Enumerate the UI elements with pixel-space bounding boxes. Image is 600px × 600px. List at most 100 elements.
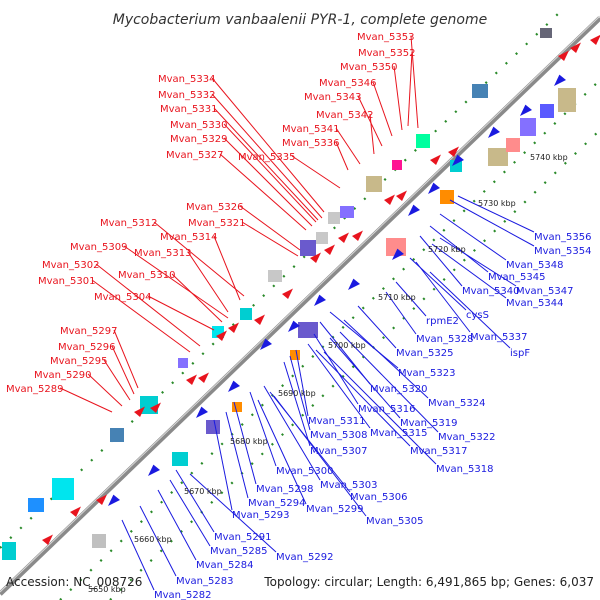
forward-leader-line <box>213 235 241 301</box>
forward-leader-line <box>59 387 113 413</box>
reverse-gene-label: Mvan_5319 <box>400 418 457 429</box>
reverse-leader-line <box>313 333 359 405</box>
reverse-leader-line <box>343 319 429 399</box>
reverse-gene-arrow <box>228 380 240 392</box>
forward-gene-arrow <box>70 506 81 517</box>
forward-leader-line <box>407 51 413 127</box>
forward-gene-label: Mvan_5289 <box>6 384 63 395</box>
reverse-gene-label: ispF <box>510 348 530 359</box>
feature-block <box>268 270 282 282</box>
reverse-gene-label: Mvan_5320 <box>370 384 427 395</box>
reverse-gene-arrow <box>554 74 566 86</box>
reverse-gene-label: Mvan_5347 <box>516 286 573 297</box>
feature-block <box>240 308 252 320</box>
feature-block <box>506 138 520 152</box>
forward-leader-line <box>291 155 341 189</box>
forward-gene-label: Mvan_5312 <box>100 218 157 229</box>
reverse-leader-line <box>289 355 311 431</box>
reverse-gene-arrow <box>392 248 404 260</box>
forward-leader-line <box>335 141 349 171</box>
forward-leader-line <box>219 153 307 231</box>
scale-tick-label: 5670 kbp <box>184 487 222 496</box>
feature-block <box>472 84 488 98</box>
reverse-leader-line <box>295 349 309 417</box>
reverse-leader-line <box>429 225 489 273</box>
forward-gene-label: Mvan_5321 <box>188 218 245 229</box>
forward-gene-label: Mvan_5301 <box>38 276 95 287</box>
reverse-leader-line <box>233 401 257 485</box>
forward-gene-label: Mvan_5343 <box>304 92 361 103</box>
reverse-gene-label: Mvan_5293 <box>232 510 289 521</box>
forward-gene-arrow <box>42 534 53 545</box>
ruler-dots-inner <box>109 129 600 600</box>
scale-tick-label: 5700 kbp <box>328 341 366 350</box>
reverse-leader-line <box>431 243 507 299</box>
reverse-gene-label: Mvan_5300 <box>276 466 333 477</box>
forward-gene-arrow <box>96 494 107 505</box>
forward-leader-line <box>241 221 299 257</box>
forward-gene-label: Mvan_5314 <box>160 232 217 243</box>
forward-leader-line <box>223 123 317 223</box>
gene-labels: Mvan_5353 Mvan_5352 Mvan_5350 Mvan_5346 Mvan… <box>6 32 591 600</box>
scale-tick-label: 5680 kbp <box>230 437 268 446</box>
scale-tick-label: 5660 kbp <box>134 535 172 544</box>
reverse-leader-line <box>329 337 401 419</box>
feature-block <box>520 118 536 136</box>
forward-gene-label: Mvan_5296 <box>58 342 115 353</box>
forward-gene-arrow <box>134 406 145 417</box>
feature-block <box>52 478 74 500</box>
forward-gene-arrow <box>150 402 161 413</box>
reverse-gene-label: Mvan_5299 <box>306 504 363 515</box>
reverse-leader-line <box>273 395 367 517</box>
reverse-gene-label: Mvan_5337 <box>470 332 527 343</box>
forward-leader-line <box>113 329 139 389</box>
forward-gene-arrow <box>228 322 239 333</box>
reverse-leader-line <box>225 411 249 499</box>
reverse-gene-arrow <box>408 204 420 216</box>
reverse-leader-line <box>213 419 233 511</box>
reverse-leader-line <box>283 361 311 447</box>
reverse-gene-label: Mvan_5306 <box>350 492 407 503</box>
reverse-gene-label: Mvan_5344 <box>506 298 563 309</box>
feature-block <box>2 542 16 560</box>
forward-gene-label: Mvan_5352 <box>358 48 415 59</box>
forward-gene-label: Mvan_5342 <box>316 110 373 121</box>
reverse-gene-label: Mvan_5294 <box>248 498 305 509</box>
reverse-leader-line <box>263 385 321 481</box>
feature-block <box>416 134 430 148</box>
feature-block <box>28 498 44 512</box>
forward-gene-arrow <box>198 372 209 383</box>
feature-block <box>92 534 106 548</box>
reverse-gene-arrow <box>348 278 360 290</box>
reverse-leader-line <box>395 281 427 317</box>
forward-leader-line <box>123 245 229 319</box>
reverse-leader-line <box>323 351 437 465</box>
feature-block <box>316 232 328 244</box>
feature-block <box>178 358 188 368</box>
forward-leader-line <box>153 221 245 297</box>
label-leader-lines <box>59 35 535 591</box>
feature-block <box>366 176 382 192</box>
feature-block <box>300 240 316 256</box>
reverse-gene-label: Mvan_5356 <box>534 232 591 243</box>
forward-leader-line <box>211 93 323 219</box>
reverse-gene-label: Mvan_5283 <box>176 576 233 587</box>
scale-tick-label: 5720 kbp <box>428 245 466 254</box>
forward-leader-line <box>410 35 419 129</box>
feature-block <box>110 428 124 442</box>
reverse-gene-label: cysS <box>466 310 489 321</box>
reverse-leader-line <box>121 519 155 591</box>
reverse-gene-label: Mvan_5322 <box>438 432 495 443</box>
reverse-leader-line <box>457 195 535 233</box>
reverse-leader-line <box>339 331 439 433</box>
ruler-dots-outer <box>0 11 561 549</box>
forward-leader-line <box>213 107 319 221</box>
feature-block <box>440 190 454 204</box>
reverse-leader-line <box>139 505 177 577</box>
forward-gene-arrow <box>216 330 227 341</box>
forward-gene-label: Mvan_5334 <box>158 74 215 85</box>
feature-block <box>206 420 220 434</box>
forward-leader-line <box>187 251 229 313</box>
reverse-gene-label: Mvan_5325 <box>396 348 453 359</box>
forward-gene-label: Mvan_5310 <box>118 270 175 281</box>
